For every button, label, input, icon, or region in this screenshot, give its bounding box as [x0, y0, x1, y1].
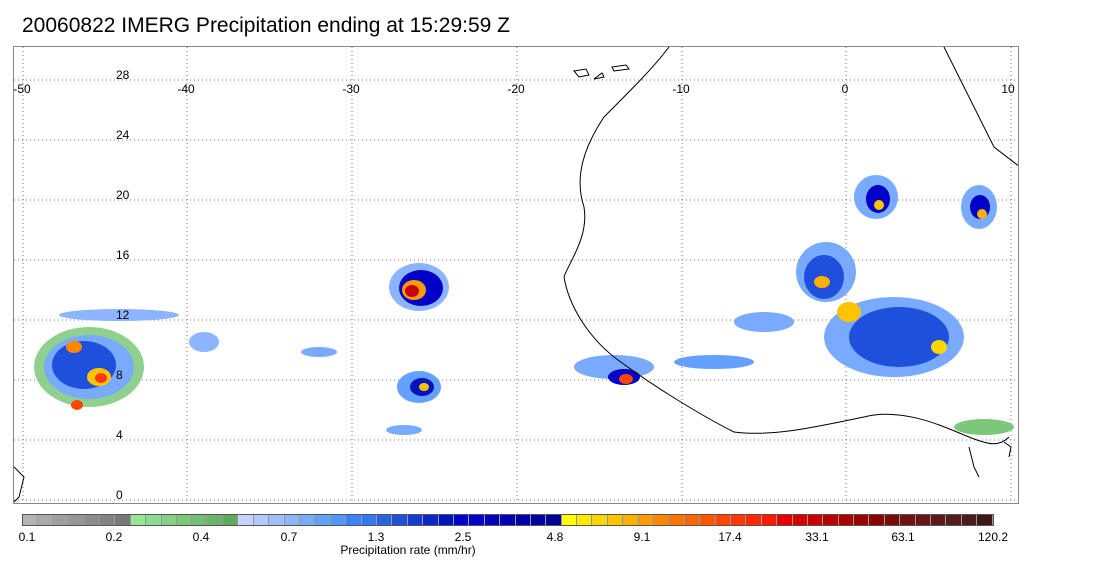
legend-swatch	[592, 515, 608, 525]
legend-swatch	[361, 515, 377, 525]
lon-label: 0	[841, 82, 849, 96]
legend-swatch	[500, 515, 516, 525]
lat-label: 12	[116, 308, 130, 322]
legend-swatch	[684, 515, 701, 525]
lat-label: 16	[116, 248, 130, 262]
legend-title: Precipitation rate (mm/hr)	[340, 543, 476, 557]
lon-label: -40	[177, 82, 195, 96]
lat-label: 20	[116, 188, 130, 202]
legend-swatch	[607, 515, 624, 525]
precipitation-cells	[34, 175, 1014, 435]
legend-swatch	[53, 515, 70, 525]
legend-swatch	[346, 515, 362, 525]
legend-swatch	[161, 515, 177, 525]
precipitation-map	[13, 46, 1019, 504]
legend-swatch	[854, 515, 870, 525]
lon-label: -30	[342, 82, 360, 96]
legend-swatch	[392, 515, 408, 525]
legend-swatch	[530, 515, 547, 525]
legend-swatch	[115, 515, 131, 525]
legend-swatch	[207, 515, 224, 525]
legend-swatch	[884, 515, 901, 525]
lon-label: -20	[507, 82, 525, 96]
legend-swatch	[746, 515, 762, 525]
legend-tick: 0.7	[280, 530, 298, 544]
legend-swatch	[269, 515, 285, 525]
legend-swatch	[423, 515, 439, 525]
legend-swatch	[146, 515, 162, 525]
legend-swatch	[407, 515, 424, 525]
legend-swatch	[931, 515, 947, 525]
legend-swatch	[730, 515, 747, 525]
legend-swatch	[84, 515, 100, 525]
legend-swatch	[223, 515, 239, 525]
legend-tick: 2.5	[454, 530, 472, 544]
legend-swatch	[546, 515, 562, 525]
legend-swatch	[130, 515, 147, 525]
legend-swatch	[376, 515, 393, 525]
legend-swatch	[469, 515, 485, 525]
legend-swatch	[900, 515, 916, 525]
coastline	[14, 47, 1018, 503]
legend-swatch	[484, 515, 501, 525]
legend-swatch	[300, 515, 316, 525]
legend-swatch	[253, 515, 270, 525]
legend-swatch	[977, 515, 993, 525]
legend-swatch	[192, 515, 208, 525]
legend-swatch	[669, 515, 685, 525]
legend-swatch	[700, 515, 716, 525]
lat-label: 4	[116, 428, 123, 442]
legend-tick: 0.2	[105, 530, 123, 544]
legend-swatch	[777, 515, 793, 525]
lat-label: 24	[116, 128, 130, 142]
legend-swatch	[638, 515, 655, 525]
lon-label: -50	[13, 82, 31, 96]
legend-tick: 120.2	[977, 530, 1009, 544]
lat-label: 8	[116, 368, 123, 382]
legend-swatch	[838, 515, 855, 525]
legend-tick: 63.1	[891, 530, 915, 544]
legend-tick: 1.3	[367, 530, 385, 544]
legend-swatch	[315, 515, 331, 525]
graticule	[14, 47, 1018, 503]
legend-swatch	[915, 515, 932, 525]
legend-swatch	[792, 515, 808, 525]
legend-swatch	[869, 515, 885, 525]
legend-swatch	[99, 515, 116, 525]
legend-swatch	[23, 515, 39, 525]
legend-colorbar	[22, 514, 994, 526]
legend-swatch	[284, 515, 301, 525]
lon-label: 10	[1001, 82, 1015, 96]
legend-swatch	[577, 515, 593, 525]
legend-swatch	[515, 515, 531, 525]
lat-label: 28	[116, 68, 130, 82]
lat-label: 0	[116, 488, 123, 502]
legend-tick: 0.1	[18, 530, 36, 544]
legend-swatch	[38, 515, 54, 525]
legend-swatch	[961, 515, 978, 525]
legend-swatch	[238, 515, 254, 525]
lon-label: -10	[672, 82, 690, 96]
legend-swatch	[330, 515, 347, 525]
legend-tick: 4.8	[546, 530, 564, 544]
legend-tick: 17.4	[718, 530, 742, 544]
legend-swatch	[561, 515, 578, 525]
map-title: 20060822 IMERG Precipitation ending at 1…	[22, 14, 510, 37]
legend-swatch	[654, 515, 670, 525]
legend-swatch	[438, 515, 454, 525]
legend-swatch	[623, 515, 639, 525]
map-canvas	[14, 47, 1018, 503]
legend-swatch	[715, 515, 731, 525]
legend-tick: 0.4	[192, 530, 210, 544]
legend-tick: 33.1	[805, 530, 829, 544]
legend-swatch	[176, 515, 193, 525]
legend-swatch	[807, 515, 824, 525]
legend-swatch	[946, 515, 962, 525]
legend-swatch	[761, 515, 778, 525]
legend-tick: 9.1	[633, 530, 651, 544]
legend-swatch	[69, 515, 85, 525]
legend-swatch	[823, 515, 839, 525]
legend-swatch	[453, 515, 470, 525]
